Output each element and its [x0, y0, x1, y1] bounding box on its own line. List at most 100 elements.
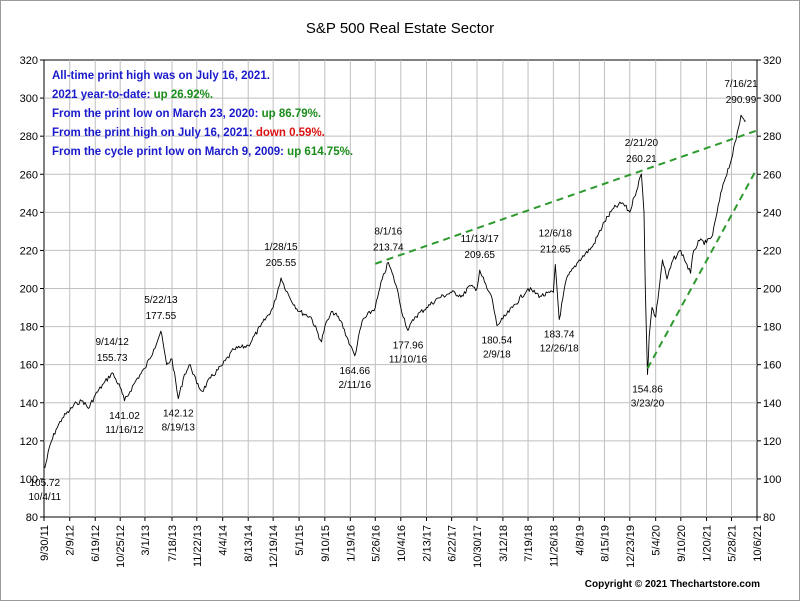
- y-tick-label-right: 200: [763, 284, 781, 296]
- y-tick-label-left: 240: [20, 207, 38, 219]
- annotation-value: 155.73: [97, 353, 128, 364]
- y-tick-label-left: 300: [20, 93, 38, 105]
- y-tick-label-right: 260: [763, 169, 781, 181]
- y-tick-label-left: 220: [20, 245, 38, 257]
- annotation-value: 209.65: [464, 250, 495, 261]
- annotation-value: 260.21: [626, 154, 657, 165]
- y-tick-label-right: 220: [763, 245, 781, 257]
- x-tick-label: 6/22/17: [447, 525, 459, 562]
- annotation-value: 180.54: [482, 336, 513, 347]
- annotation-value: 212.65: [540, 244, 571, 255]
- y-tick-label-left: 140: [20, 398, 38, 410]
- annotation-value: 105.72: [29, 478, 60, 489]
- annotation-date: 9/14/12: [96, 337, 130, 348]
- annotation-date: 11/16/12: [105, 425, 144, 436]
- x-tick-label: 2/9/12: [65, 525, 77, 556]
- y-tick-label-left: 320: [20, 55, 38, 67]
- x-tick-label: 5/26/16: [370, 525, 382, 562]
- x-tick-label: 3/12/18: [498, 525, 510, 562]
- info-line-value: up 86.79%.: [258, 108, 321, 120]
- y-tick-label-right: 280: [763, 131, 781, 143]
- x-tick-label: 10/4/16: [396, 525, 408, 562]
- annotation-date: 5/22/13: [144, 295, 178, 306]
- annotation-value: 141.02: [109, 411, 140, 422]
- annotation-value: 142.12: [163, 409, 194, 420]
- y-tick-label-right: 240: [763, 207, 781, 219]
- annotation-date: 2/21/20: [625, 138, 659, 149]
- x-tick-label: 10/25/12: [115, 525, 127, 568]
- info-line: From the print high on July 16, 2021: do…: [52, 127, 325, 139]
- y-tick-label-right: 160: [763, 360, 781, 372]
- x-tick-label: 5/4/20: [651, 525, 663, 556]
- annotation-value: 183.74: [544, 329, 575, 340]
- annotation-value: 164.66: [340, 366, 371, 377]
- annotation-value: 290.99: [726, 95, 757, 106]
- x-tick-label: 9/10/15: [320, 525, 332, 562]
- x-tick-label: 12/19/14: [268, 525, 280, 568]
- annotation-date: 12/6/18: [539, 228, 573, 239]
- x-tick-label: 11/22/13: [192, 525, 204, 567]
- x-tick-label: 9/30/11: [39, 525, 51, 561]
- y-tick-label-left: 260: [20, 169, 38, 181]
- y-tick-label-left: 100: [20, 474, 38, 486]
- x-tick-label: 10/30/17: [472, 525, 484, 568]
- info-line-text: From the print low on March 23, 2020:: [52, 108, 258, 120]
- y-tick-label-left: 80: [26, 512, 38, 524]
- info-line: From the print low on March 23, 2020: up…: [52, 108, 321, 120]
- x-tick-label: 6/19/12: [90, 525, 102, 562]
- x-tick-label: 11/26/18: [548, 525, 560, 567]
- y-tick-label-right: 140: [763, 398, 781, 410]
- y-tick-label-left: 160: [20, 360, 38, 372]
- info-line: From the cycle print low on March 9, 200…: [52, 146, 353, 158]
- info-line-text: 2021 year-to-date:: [52, 89, 150, 101]
- x-tick-label: 10/6/21: [752, 525, 764, 562]
- x-tick-label: 7/18/13: [167, 525, 179, 562]
- x-tick-label: 7/19/18: [523, 525, 535, 562]
- annotation-date: 2/9/18: [483, 350, 511, 361]
- trendline-dashed: [646, 168, 758, 369]
- y-tick-label-right: 80: [763, 512, 775, 524]
- y-tick-label-left: 280: [20, 131, 38, 143]
- x-tick-label: 5/28/21: [726, 525, 738, 562]
- info-line: 2021 year-to-date: up 26.92%.: [52, 89, 213, 101]
- annotation-date: 8/1/16: [374, 226, 402, 237]
- y-tick-label-right: 100: [763, 474, 781, 486]
- annotation-date: 7/16/21: [724, 79, 758, 90]
- x-tick-label: 8/13/14: [243, 525, 255, 562]
- x-tick-label: 2/13/17: [422, 525, 434, 562]
- info-line-value: up 614.75%.: [284, 146, 353, 158]
- y-tick-label-left: 180: [20, 322, 38, 334]
- x-tick-label: 4/8/19: [574, 525, 586, 556]
- info-line-text: From the cycle print low on March 9, 200…: [52, 146, 284, 158]
- x-tick-label: 1/19/16: [345, 525, 357, 562]
- x-tick-label: 8/15/19: [599, 525, 611, 562]
- annotation-value: 154.86: [632, 384, 663, 395]
- x-tick-label: 9/10/20: [676, 525, 688, 562]
- x-tick-label: 5/1/15: [294, 525, 306, 556]
- trendline-dashed: [374, 129, 758, 265]
- annotation-date: 8/19/13: [162, 423, 196, 434]
- x-tick-label: 1/20/21: [702, 525, 714, 562]
- annotation-value: 177.55: [146, 311, 177, 322]
- y-tick-label-left: 200: [20, 284, 38, 296]
- info-line-value: up 26.92%.: [150, 89, 213, 101]
- annotation-date: 11/10/16: [389, 354, 428, 365]
- info-line-value: down 0.59%.: [253, 127, 325, 139]
- info-line-text: From the print high on July 16, 2021:: [52, 127, 253, 139]
- info-line: All-time print high was on July 16, 2021…: [52, 70, 270, 82]
- annotation-date: 12/26/18: [540, 343, 579, 354]
- annotation-value: 205.55: [266, 258, 297, 269]
- info-line-text: All-time print high was on July 16, 2021…: [52, 70, 270, 82]
- y-tick-label-right: 300: [763, 93, 781, 105]
- annotation-date: 10/4/11: [28, 492, 61, 503]
- annotation-date: 3/23/20: [631, 398, 665, 409]
- annotation-date: 2/11/16: [338, 380, 371, 391]
- y-tick-label-right: 320: [763, 55, 781, 67]
- price-series-line: [44, 114, 746, 469]
- annotation-date: 11/13/17: [461, 234, 500, 245]
- annotation-date: 1/28/15: [264, 242, 298, 253]
- copyright-text: Copyright © 2021 Thechartstore.com: [584, 579, 760, 590]
- y-tick-label-left: 120: [20, 436, 38, 448]
